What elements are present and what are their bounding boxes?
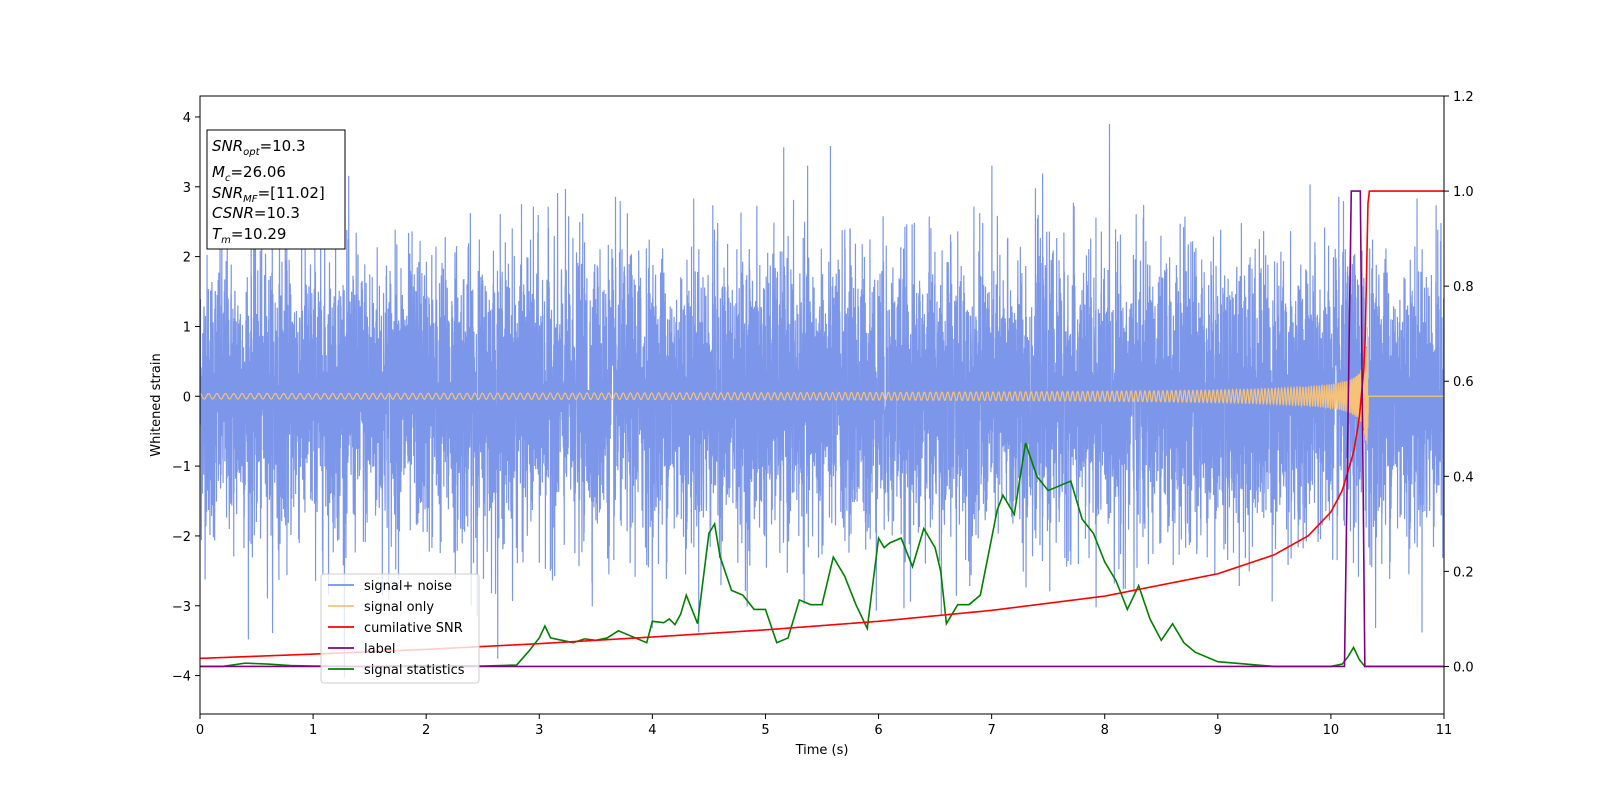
x-tick-label: 0 bbox=[196, 723, 204, 738]
noise-series-layer bbox=[200, 123, 1444, 678]
plot-frame bbox=[199, 95, 1445, 715]
y-tick-label: 3 bbox=[183, 181, 191, 196]
y-axis-left: 4 3 2 1 0 −1 −2 −3 −4 bbox=[172, 111, 200, 685]
y-tick-label: 0 bbox=[183, 390, 191, 405]
legend-label: signal only bbox=[364, 600, 434, 615]
series-line-label bbox=[200, 190, 1444, 668]
legend-frame bbox=[320, 573, 480, 684]
x-tick-label: 10 bbox=[1323, 723, 1340, 738]
y-tick-label: 1 bbox=[183, 320, 191, 335]
y-tick-label: 4 bbox=[183, 111, 191, 126]
y2-tick-label: 0.6 bbox=[1453, 375, 1474, 390]
y-tick-label: −4 bbox=[172, 670, 191, 685]
x-tick-label: 5 bbox=[761, 723, 769, 738]
y2-tick-label: 1.2 bbox=[1453, 90, 1474, 105]
x-tick-label: 8 bbox=[1101, 723, 1109, 738]
x-tick-label: 1 bbox=[309, 723, 317, 738]
legend-label: label bbox=[364, 642, 395, 657]
y-tick-label: −2 bbox=[172, 530, 191, 545]
x-tick-label: 6 bbox=[874, 723, 882, 738]
y2-tick-label: 0.0 bbox=[1453, 660, 1474, 675]
x-axis-label: Time (s) bbox=[795, 743, 849, 758]
legend-label: cumilative SNR bbox=[364, 621, 463, 636]
legend-label: signal statistics bbox=[364, 663, 465, 678]
info-csnr: CSNR=10.3 bbox=[212, 204, 300, 222]
legend-label: signal+ noise bbox=[364, 579, 452, 594]
y-axis-label: Whitened strain bbox=[149, 353, 164, 456]
x-tick-label: 9 bbox=[1214, 723, 1222, 738]
series-line-signal-only bbox=[200, 327, 1444, 445]
y-tick-label: 2 bbox=[183, 251, 191, 266]
series-line-signal-noise bbox=[200, 123, 1444, 678]
y2-tick-label: 0.4 bbox=[1453, 470, 1474, 485]
y-tick-label: −3 bbox=[172, 600, 191, 615]
signal-only-series-layer bbox=[200, 327, 1444, 445]
info-snr-opt: SNRopt=10.3 bbox=[212, 137, 306, 158]
x-tick-label: 3 bbox=[535, 723, 543, 738]
info-box: SNRopt=10.3 Mc=26.06 SNRMF=[11.02] CSNR=… bbox=[206, 129, 346, 250]
legend: signal+ noise signal only cumilative SNR la… bbox=[320, 573, 480, 684]
info-snr-mf: SNRMF=[11.02] bbox=[212, 184, 325, 205]
x-axis: 0 1 2 3 4 5 6 7 8 9 10 11 bbox=[196, 714, 1452, 738]
y2-tick-label: 0.8 bbox=[1453, 280, 1474, 295]
x-tick-label: 7 bbox=[987, 723, 995, 738]
info-mc: Mc=26.06 bbox=[212, 163, 286, 184]
y-tick-label: −1 bbox=[172, 460, 191, 475]
info-box-frame bbox=[206, 129, 346, 250]
y-axis-right: 1.2 1.0 0.8 0.6 0.4 0.2 0.0 bbox=[1444, 90, 1474, 675]
x-tick-label: 2 bbox=[422, 723, 430, 738]
y2-tick-label: 1.0 bbox=[1453, 185, 1474, 200]
x-tick-label: 11 bbox=[1436, 723, 1453, 738]
x-tick-label: 4 bbox=[648, 723, 656, 738]
y2-tick-label: 0.2 bbox=[1453, 565, 1474, 580]
info-tm: Tm=10.29 bbox=[212, 225, 286, 246]
